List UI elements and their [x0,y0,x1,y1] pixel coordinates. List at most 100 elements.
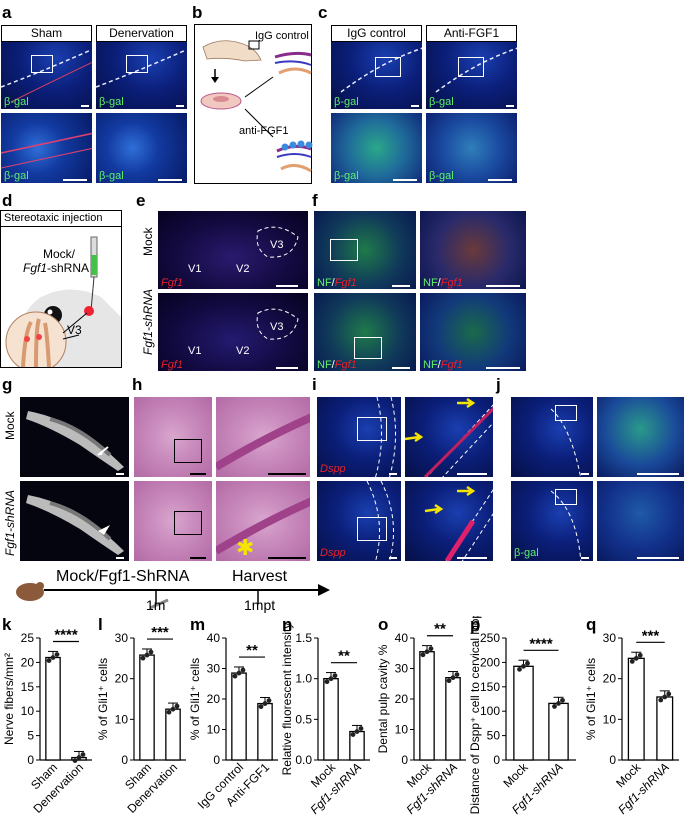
data-point [358,726,364,731]
y-axis-label: % of Gli1⁺ cells [188,658,202,740]
panel-f-mock-zoom-stain: NF/Fgf1 [423,277,463,289]
scale-bar [411,105,419,107]
data-point [174,703,180,709]
bar-1 [165,708,181,761]
scale-bar [176,105,184,107]
data-point [525,660,530,666]
data-point [420,652,426,658]
data-point [424,649,430,655]
panel-f-shrna-zoom: NF/Fgf1 [419,292,527,372]
data-point [240,667,246,673]
significance-label: **** [54,627,78,644]
y-tick-label: 200 [480,655,500,669]
panel-h-mock-inset-box [174,439,202,463]
panel-label-n: n [282,615,293,634]
y-tick-label: 10 [207,723,221,737]
data-point [521,663,526,669]
timeline-harvest-label: Harvest [232,568,288,585]
panel-label-q: q [586,615,597,634]
data-point [629,658,635,664]
scale-bar [486,285,520,287]
panel-label-o: o [378,615,389,634]
panel-i-shrna-stain: Dspp [320,547,346,559]
panel-b-schematic: IgG control anti-FGF1 [194,24,313,184]
panel-c-igg-zoom: β-gal [330,112,423,184]
panel-c-igg-zoom-stain: β-gal [334,170,359,182]
panel-e-mock-v3: V3 [270,239,284,251]
panel-h-mock-overview [133,396,213,478]
significance-label: *** [642,627,660,644]
data-point [332,673,338,679]
bar-0 [419,651,435,761]
panel-i-mock-overview: Dspp [316,396,402,478]
scale-bar [389,473,397,475]
panel-label-h: h [132,375,143,394]
scale-bar [393,179,417,181]
panel-e-mock-v2: V2 [236,263,250,275]
data-point [662,694,668,700]
y-tick-label: 20 [603,672,617,686]
bar-1 [656,696,674,761]
scale-bar [268,473,306,475]
data-point [266,698,272,703]
panel-g-mock-ct [19,396,130,478]
panel-h-shrna-inset-box [174,511,202,535]
y-tick-label: 0.0 [295,753,312,767]
timeline-t1: 1m [146,597,166,613]
y-tick-label: 40 [207,631,221,645]
scale-bar [276,285,298,287]
y-tick-label: 40 [395,631,409,645]
data-point [428,646,434,652]
bar-0 [45,656,61,761]
panel-i-mock-zoom [404,396,494,478]
panel-b-igg-label: IgG control [255,30,309,42]
scale-bar [389,557,397,559]
y-tick-label: 1.5 [295,631,312,645]
chart-o: 0 10 20 30 40 Dental pulp cavity % Mock Fgf1-sh… [374,616,472,823]
data-point [350,732,356,737]
y-tick-label: 20 [115,672,129,686]
y-axis-label: Distance of Dspp⁺ cell to cervical loop … [468,616,482,814]
chart-m: 0 10 20 30 40% of Gli1⁺ cells IgG control Anti… [186,616,284,823]
y-tick-label: 10 [603,712,617,726]
panel-i-shrna-overview: Dspp [316,480,402,562]
y-axis-label: Nerve fibers/mm² [2,653,16,745]
significance-label: ** [434,621,446,638]
scale-bar [457,473,487,475]
panel-label-b: b [192,3,203,22]
scale-bar [158,179,182,181]
y-tick-label: 30 [115,631,129,645]
panel-label-f: f [312,191,318,210]
data-point [328,676,334,682]
panel-e-shrna-v3: V3 [270,321,284,333]
panel-i-mock-stain: Dspp [320,463,346,475]
y-tick-label: 30 [395,662,409,676]
scale-bar [63,179,87,181]
data-point [148,649,154,655]
significance-label: ** [246,642,258,659]
y-tick-label: 0 [401,753,408,767]
scale-bar [506,105,514,107]
data-point [262,701,268,706]
data-point [72,758,78,764]
panel-label-m: m [190,615,206,634]
panel-c-anti-stain: β-gal [429,96,454,108]
y-tick-label: 150 [480,680,500,694]
scale-bar [116,473,124,475]
panel-i-shrna-inset-box [357,517,387,541]
y-tick-label: 30 [603,631,617,645]
y-tick-label: 20 [395,692,409,706]
panel-e-shrna-v2: V2 [236,345,250,357]
panel-f-mock-overview: NF/Fgf1 [313,210,417,290]
panel-a-denervation-stain: β-gal [99,96,124,108]
panel-j-shrna-zoom [596,480,685,562]
scale-bar [581,557,589,559]
panel-j-shrna-inset-box [555,489,577,505]
panel-e-mock-v1: V1 [188,263,202,275]
panel-a-header-denervation: Denervation [96,25,187,42]
scale-bar [116,557,124,559]
timeline-t2: 1mpt [244,597,276,613]
